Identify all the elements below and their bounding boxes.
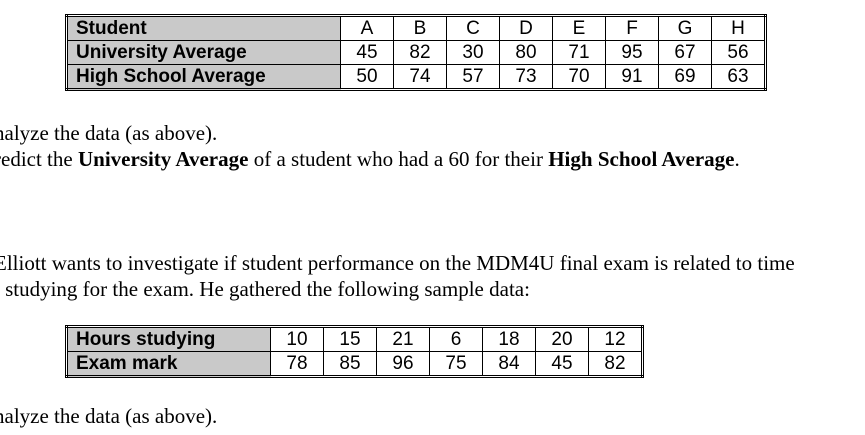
- question-2-line-1: Elliott wants to investigate if student …: [0, 251, 795, 275]
- table-row: Hours studying 10 15 21 6 18 20 12: [66, 326, 643, 352]
- table-cell: 20: [535, 326, 589, 352]
- table-cell: 95: [605, 40, 659, 65]
- table-cell: 74: [393, 64, 447, 90]
- table-cell: 69: [658, 64, 712, 90]
- question-2-line-2: t studying for the exam. He gathered the…: [0, 277, 530, 301]
- table-cell: 57: [446, 64, 500, 90]
- table-cell: 85: [323, 351, 377, 377]
- bold-term: University Average: [77, 147, 249, 171]
- table-cell: 18: [482, 326, 536, 352]
- table-cell: B: [393, 15, 447, 41]
- table-cell: 56: [711, 40, 766, 65]
- student-averages-table: Student A B C D E F G H University Avera…: [65, 14, 767, 91]
- question-3-line-1: nalyze the data (as above).: [0, 404, 218, 428]
- table-cell: 63: [711, 64, 766, 90]
- question-1-line-2: redict the University Average of a stude…: [0, 147, 740, 171]
- table-cell: 82: [393, 40, 447, 65]
- table-cell: 45: [340, 40, 394, 65]
- table-row: University Average 45 82 30 80 71 95 67 …: [66, 40, 766, 65]
- table-cell: G: [658, 15, 712, 41]
- table-cell: 91: [605, 64, 659, 90]
- row-header: High School Average: [66, 64, 341, 90]
- table-cell: E: [552, 15, 606, 41]
- table-cell: 70: [552, 64, 606, 90]
- text-segment: of a student who had a 60 for their: [248, 147, 549, 171]
- table-cell: 73: [499, 64, 553, 90]
- row-header: Exam mark: [66, 351, 271, 377]
- table-cell: 96: [376, 351, 430, 377]
- bold-term: High School Average: [548, 147, 735, 171]
- row-header: Hours studying: [66, 326, 271, 352]
- table-cell: 6: [429, 326, 483, 352]
- table-cell: 75: [429, 351, 483, 377]
- table-cell: 84: [482, 351, 536, 377]
- table-cell: 12: [588, 326, 643, 352]
- table-cell: 30: [446, 40, 500, 65]
- table-row: High School Average 50 74 57 73 70 91 69…: [66, 64, 766, 90]
- hours-exam-table: Hours studying 10 15 21 6 18 20 12 Exam …: [65, 325, 644, 378]
- table-cell: 50: [340, 64, 394, 90]
- table-cell: 10: [270, 326, 324, 352]
- table-cell: D: [499, 15, 553, 41]
- row-header: University Average: [66, 40, 341, 65]
- table-cell: A: [340, 15, 394, 41]
- text-segment: .: [734, 147, 740, 171]
- table-cell: 78: [270, 351, 324, 377]
- table-cell: 45: [535, 351, 589, 377]
- question-1-line-1: nalyze the data (as above).: [0, 121, 218, 145]
- table-cell: 80: [499, 40, 553, 65]
- table-cell: C: [446, 15, 500, 41]
- table-cell: 15: [323, 326, 377, 352]
- table-cell: 82: [588, 351, 643, 377]
- table-row: Exam mark 78 85 96 75 84 45 82: [66, 351, 643, 377]
- table-cell: 71: [552, 40, 606, 65]
- text-segment: redict the: [0, 147, 78, 171]
- table-cell: 21: [376, 326, 430, 352]
- table-cell: F: [605, 15, 659, 41]
- row-header: Student: [66, 15, 341, 41]
- table-cell: H: [711, 15, 766, 41]
- table-cell: 67: [658, 40, 712, 65]
- table-row: Student A B C D E F G H: [66, 15, 766, 41]
